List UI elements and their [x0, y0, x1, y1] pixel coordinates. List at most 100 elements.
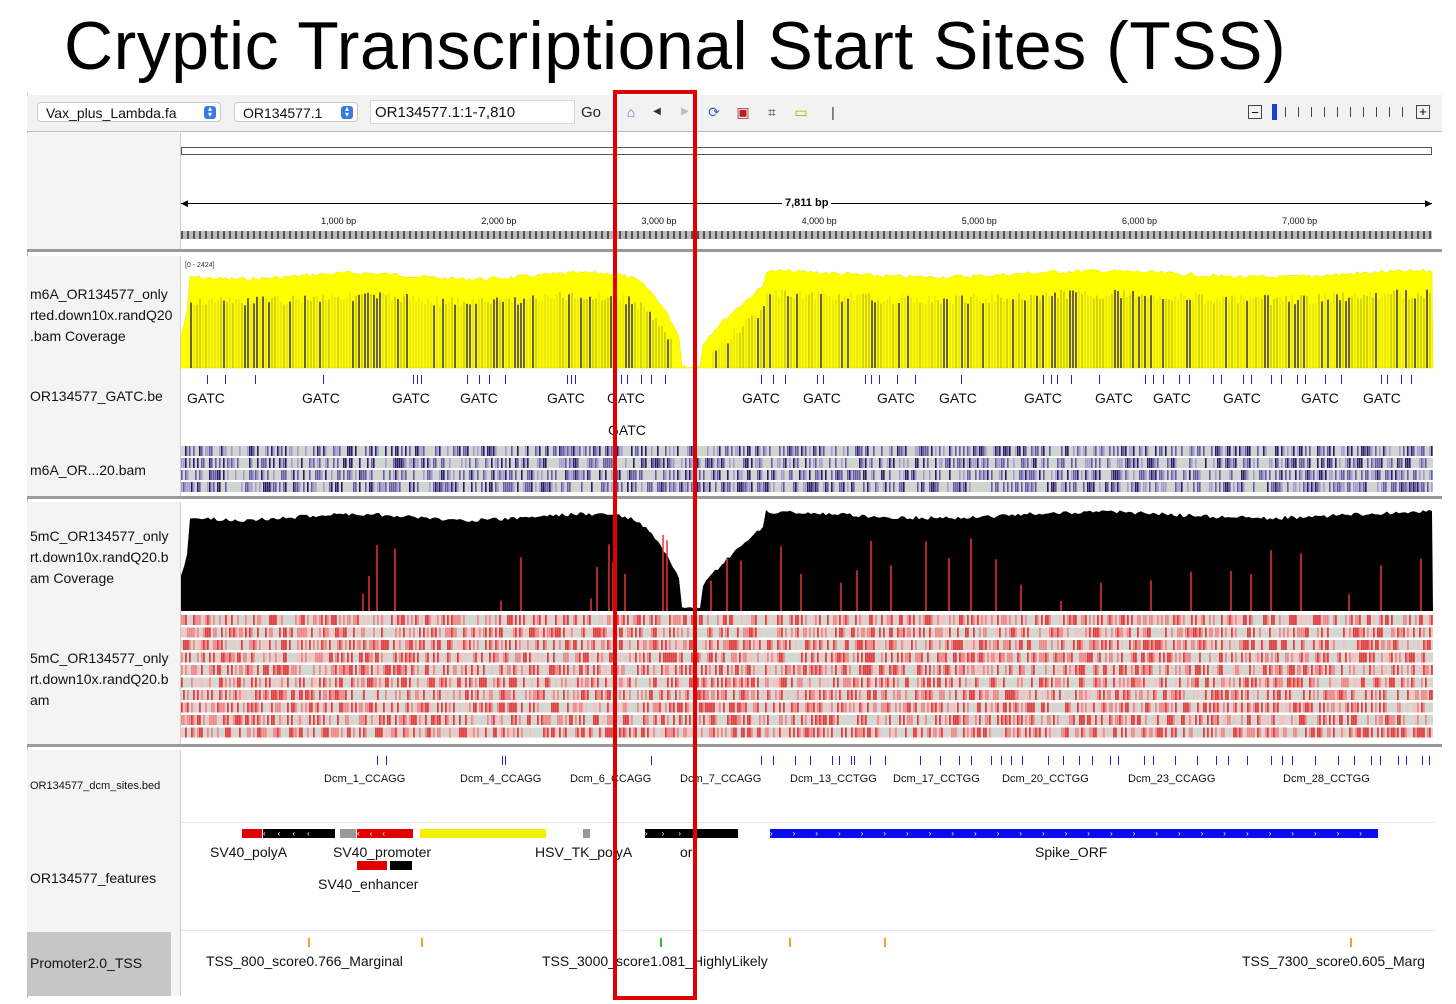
gatc-site-mark[interactable]: [1213, 375, 1214, 384]
track-name-5mc-bam[interactable]: 5mC_OR134577_only rt.down10x.randQ20.b a…: [30, 650, 169, 708]
5mc-methyl-call: [931, 690, 933, 700]
gatc-site-mark[interactable]: [897, 375, 898, 384]
genome-dropdown[interactable]: Vax_plus_Lambda.fa ▴ ▾: [37, 102, 221, 122]
forward-icon[interactable]: ▶: [681, 106, 689, 117]
gatc-site-mark[interactable]: [641, 375, 642, 384]
gatc-site-mark[interactable]: [627, 375, 628, 384]
gatc-site-mark[interactable]: [1305, 375, 1306, 384]
m6a-alignment-track[interactable]: [181, 444, 1436, 496]
chromosome-dropdown[interactable]: OR134577.1 ▴ ▾: [234, 102, 358, 122]
home-icon[interactable]: ⌂: [626, 104, 636, 120]
track-name-gatc-bed[interactable]: OR134577_GATC.be: [30, 388, 163, 404]
gatc-site-mark[interactable]: [1051, 375, 1052, 384]
go-button[interactable]: Go: [581, 104, 602, 121]
5mc-alignment-track[interactable]: [181, 613, 1436, 745]
gatc-site-mark[interactable]: [1179, 375, 1180, 384]
gatc-site-mark[interactable]: [225, 375, 226, 384]
gatc-site-mark[interactable]: [207, 375, 208, 384]
m6a-methyl-call: [1029, 470, 1031, 480]
5mc-methyl-call: [317, 702, 319, 713]
gatc-site-mark[interactable]: [1163, 375, 1164, 384]
back-icon[interactable]: ◀: [653, 106, 661, 117]
gatc-site-mark[interactable]: [1043, 375, 1044, 384]
gatc-site-mark[interactable]: [571, 375, 572, 384]
gatc-site-mark[interactable]: [255, 375, 256, 384]
gatc-site-mark[interactable]: [1057, 375, 1058, 384]
5mc-methyl-call: [999, 677, 1001, 688]
track-name-5mc-coverage[interactable]: 5mC_OR134577_only rt.down10x.randQ20.b a…: [30, 528, 169, 586]
refresh-icon[interactable]: ⟳: [708, 104, 720, 120]
gatc-site-mark[interactable]: [1325, 375, 1326, 384]
zoom-slider-thumb[interactable]: [1272, 104, 1277, 120]
roi-icon[interactable]: ▣: [736, 104, 750, 120]
gatc-site-mark[interactable]: [817, 375, 818, 384]
gatc-site-mark[interactable]: [651, 375, 652, 384]
gatc-site-mark[interactable]: [1297, 375, 1298, 384]
gatc-site-mark[interactable]: [785, 375, 786, 384]
gatc-site-mark[interactable]: [621, 375, 622, 384]
gatc-site-mark[interactable]: [915, 375, 916, 384]
gatc-site-mark[interactable]: [1243, 375, 1244, 384]
m6a-methyl-call: [211, 446, 213, 456]
gatc-site-mark[interactable]: [1387, 375, 1388, 384]
gatc-site-mark[interactable]: [421, 375, 422, 384]
5mc-methyl-call: [685, 665, 687, 675]
gatc-site-mark[interactable]: [823, 375, 824, 384]
5mc-methyl-call: [579, 677, 581, 688]
gatc-site-mark[interactable]: [479, 375, 480, 384]
gatc-site-mark[interactable]: [1401, 375, 1402, 384]
5mc-methyl-call: [245, 665, 247, 675]
gatc-site-mark[interactable]: [1341, 375, 1342, 384]
gatc-site-mark[interactable]: [1281, 375, 1282, 384]
gatc-site-mark[interactable]: [417, 375, 418, 384]
resize-icon[interactable]: ⌗: [768, 104, 776, 120]
gatc-site-mark[interactable]: [505, 375, 506, 384]
5mc-methyl-call: [709, 665, 711, 675]
m6a-methyl-call: [1427, 482, 1429, 492]
zoom-slider-track[interactable]: [1285, 107, 1415, 119]
gatc-site-mark[interactable]: [1099, 375, 1100, 384]
m6a-methyl-call: [475, 482, 477, 492]
gatc-site-mark[interactable]: [871, 375, 872, 384]
track-name-m6a-coverage[interactable]: m6A_OR134577_only rted.down10x.randQ20 .…: [30, 286, 173, 344]
5mc-methyl-call: [587, 665, 589, 675]
gatc-site-mark[interactable]: [1271, 375, 1272, 384]
gatc-site-mark[interactable]: [665, 375, 666, 384]
gatc-site-mark[interactable]: [1251, 375, 1252, 384]
m6a-coverage-track[interactable]: [181, 258, 1436, 370]
gatc-site-mark[interactable]: [879, 375, 880, 384]
gatc-site-mark[interactable]: [323, 375, 324, 384]
gatc-site-mark[interactable]: [1381, 375, 1382, 384]
m6a-methyl-call: [527, 470, 529, 480]
5mc-methyl-call: [411, 615, 413, 625]
gatc-bed-track[interactable]: GATC GATC GATC GATC GATC GATC GATC GATC GATC GATC…: [181, 372, 1436, 438]
gatc-site-mark[interactable]: [1221, 375, 1222, 384]
gatc-site-mark[interactable]: [413, 375, 414, 384]
track-name-m6a-bam[interactable]: m6A_OR...20.bam: [30, 462, 146, 478]
gatc-site-mark[interactable]: [467, 375, 468, 384]
gatc-site-mark[interactable]: [1071, 375, 1072, 384]
m6a-methyl-call: [809, 458, 811, 468]
popup-text-icon[interactable]: ▭: [794, 104, 808, 120]
gatc-site-mark[interactable]: [761, 375, 762, 384]
chromosome-ideogram[interactable]: [181, 147, 1432, 155]
gatc-site-mark[interactable]: [865, 375, 866, 384]
5mc-coverage-track[interactable]: [181, 503, 1436, 611]
m6a-methyl-call: [969, 446, 971, 456]
gatc-site-mark[interactable]: [575, 375, 576, 384]
5mc-methyl-call: [813, 615, 815, 625]
gatc-site-mark[interactable]: [773, 375, 774, 384]
zoom-in-button[interactable]: +: [1416, 105, 1430, 119]
gatc-site-mark[interactable]: [1411, 375, 1412, 384]
gatc-site-mark[interactable]: [1153, 375, 1154, 384]
5mc-methyl-call: [341, 690, 343, 700]
5mc-methyl-call: [183, 702, 185, 713]
locus-input[interactable]: OR134577.1:1-7,810: [370, 100, 575, 124]
zoom-out-button[interactable]: −: [1248, 105, 1262, 119]
gatc-site-mark[interactable]: [567, 375, 568, 384]
gatc-site-mark[interactable]: [1145, 375, 1146, 384]
5mc-methyl-call: [317, 640, 319, 650]
gatc-site-mark[interactable]: [489, 375, 490, 384]
gatc-site-mark[interactable]: [961, 375, 962, 384]
gatc-site-mark[interactable]: [1189, 375, 1190, 384]
